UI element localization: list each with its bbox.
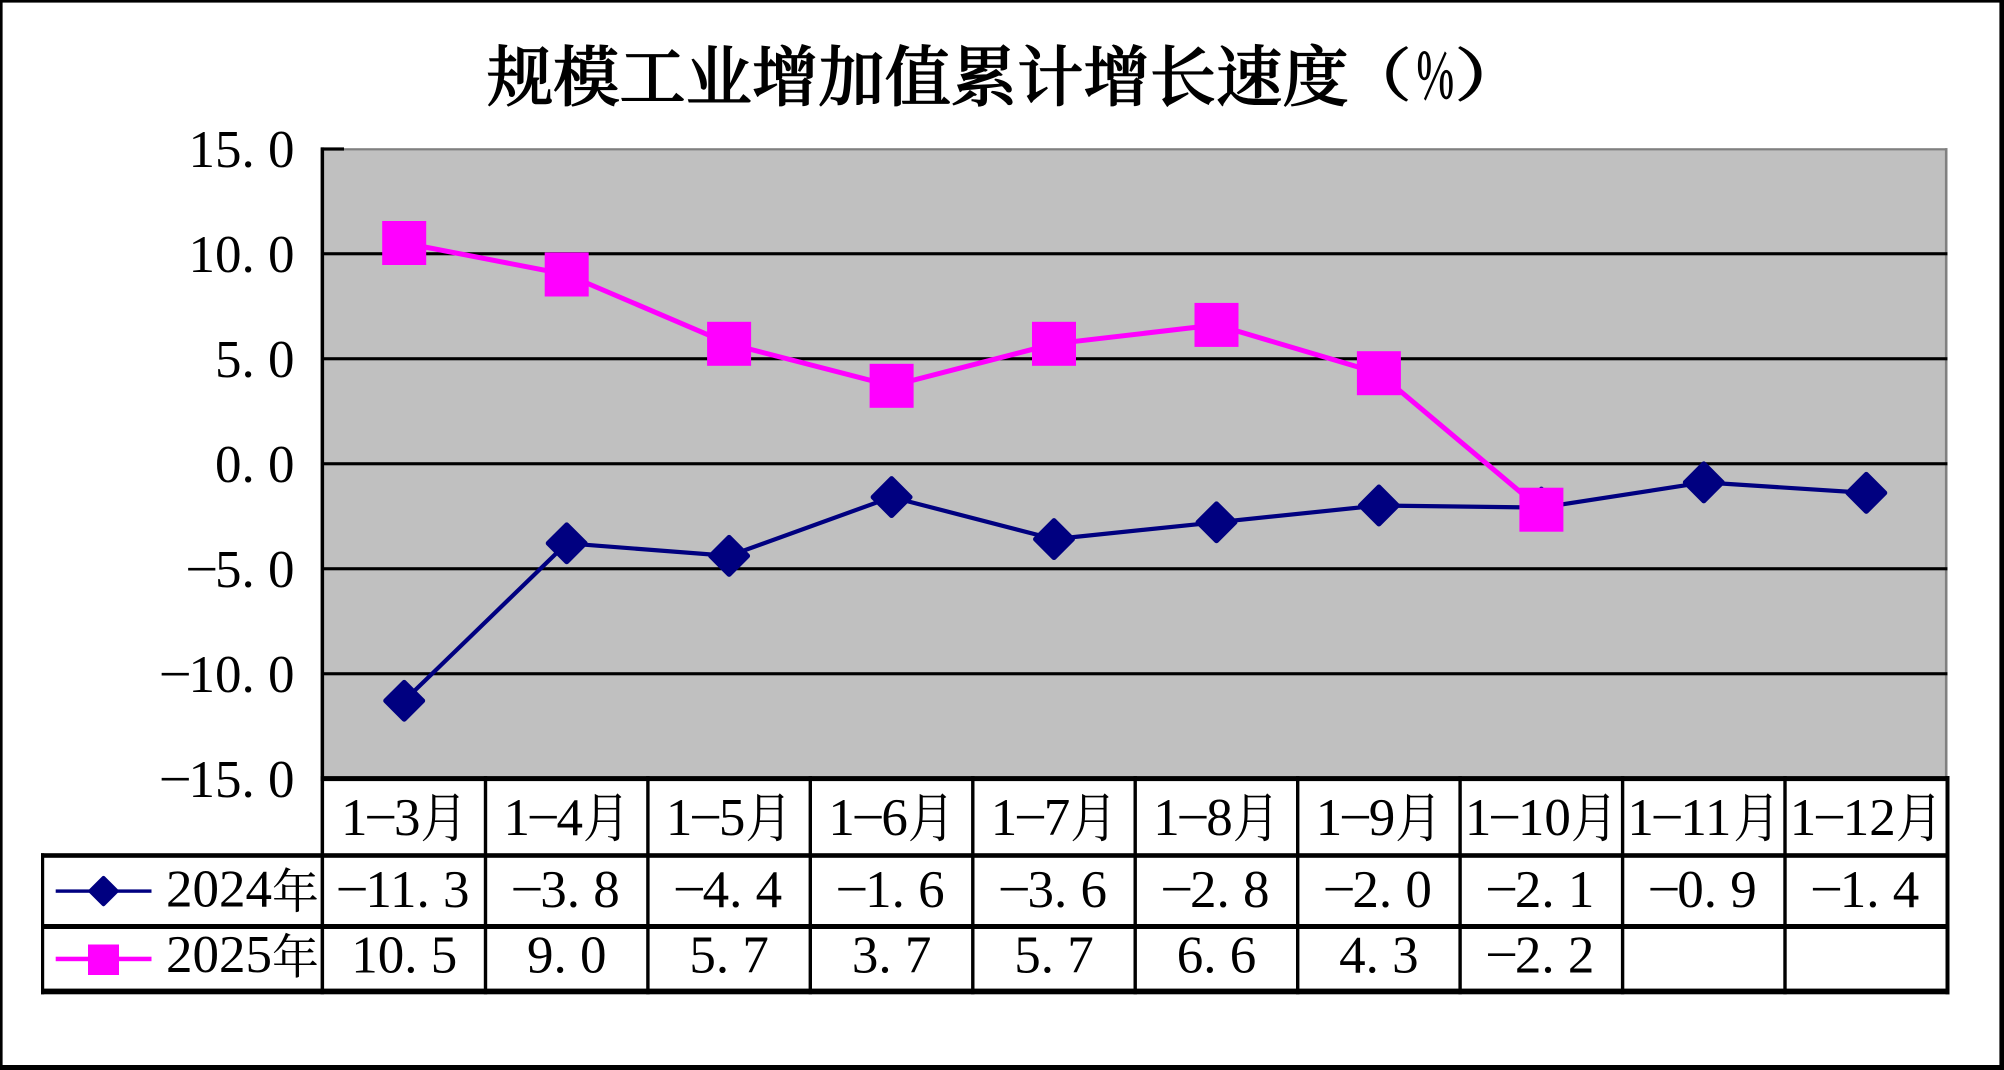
svg-text:–2. 2: –2. 2: [1487, 921, 1594, 984]
svg-text:2025: 2025: [166, 926, 272, 984]
svg-text:10. 0: 10. 0: [189, 226, 295, 284]
svg-text:1–10: 1–10: [1465, 784, 1571, 847]
svg-text:1–5: 1–5: [666, 784, 746, 847]
svg-text:–2. 1: –2. 1: [1487, 856, 1594, 919]
svg-text:6. 6: 6. 6: [1177, 927, 1257, 985]
svg-text:1–7: 1–7: [991, 784, 1071, 847]
svg-text:–0. 9: –0. 9: [1650, 856, 1757, 919]
svg-text:0. 0: 0. 0: [215, 436, 295, 494]
svg-text:5. 7: 5. 7: [689, 927, 769, 985]
svg-text:–11. 3: –11. 3: [338, 856, 470, 919]
svg-text:5. 7: 5. 7: [1014, 927, 1094, 985]
svg-text:9. 0: 9. 0: [527, 927, 607, 985]
svg-text:1–6: 1–6: [828, 784, 908, 847]
svg-text:–3. 6: –3. 6: [1000, 856, 1107, 919]
svg-text:–2. 0: –2. 0: [1325, 856, 1432, 919]
svg-text:10. 5: 10. 5: [351, 927, 457, 985]
svg-text:–1. 4: –1. 4: [1812, 856, 1919, 919]
svg-text:1–8: 1–8: [1153, 784, 1233, 847]
svg-text:4. 3: 4. 3: [1339, 927, 1419, 985]
svg-text:3. 7: 3. 7: [852, 927, 932, 985]
svg-text:1–11: 1–11: [1627, 784, 1731, 847]
svg-text:5. 0: 5. 0: [215, 331, 295, 389]
svg-text:1–12: 1–12: [1790, 784, 1896, 847]
svg-text:–4. 4: –4. 4: [675, 856, 782, 919]
svg-text:–10. 0: –10. 0: [161, 641, 295, 704]
svg-text:2024: 2024: [166, 861, 272, 919]
svg-text:–3. 8: –3. 8: [513, 856, 620, 919]
svg-text:15. 0: 15. 0: [189, 121, 295, 179]
svg-text:–2. 8: –2. 8: [1163, 856, 1270, 919]
svg-text:1–3: 1–3: [341, 784, 421, 847]
svg-text:1–4: 1–4: [504, 784, 584, 847]
svg-text:–5. 0: –5. 0: [188, 536, 295, 599]
svg-text:1–9: 1–9: [1316, 784, 1396, 847]
svg-text:–15. 0: –15. 0: [161, 746, 295, 809]
svg-text:–1. 6: –1. 6: [838, 856, 945, 919]
